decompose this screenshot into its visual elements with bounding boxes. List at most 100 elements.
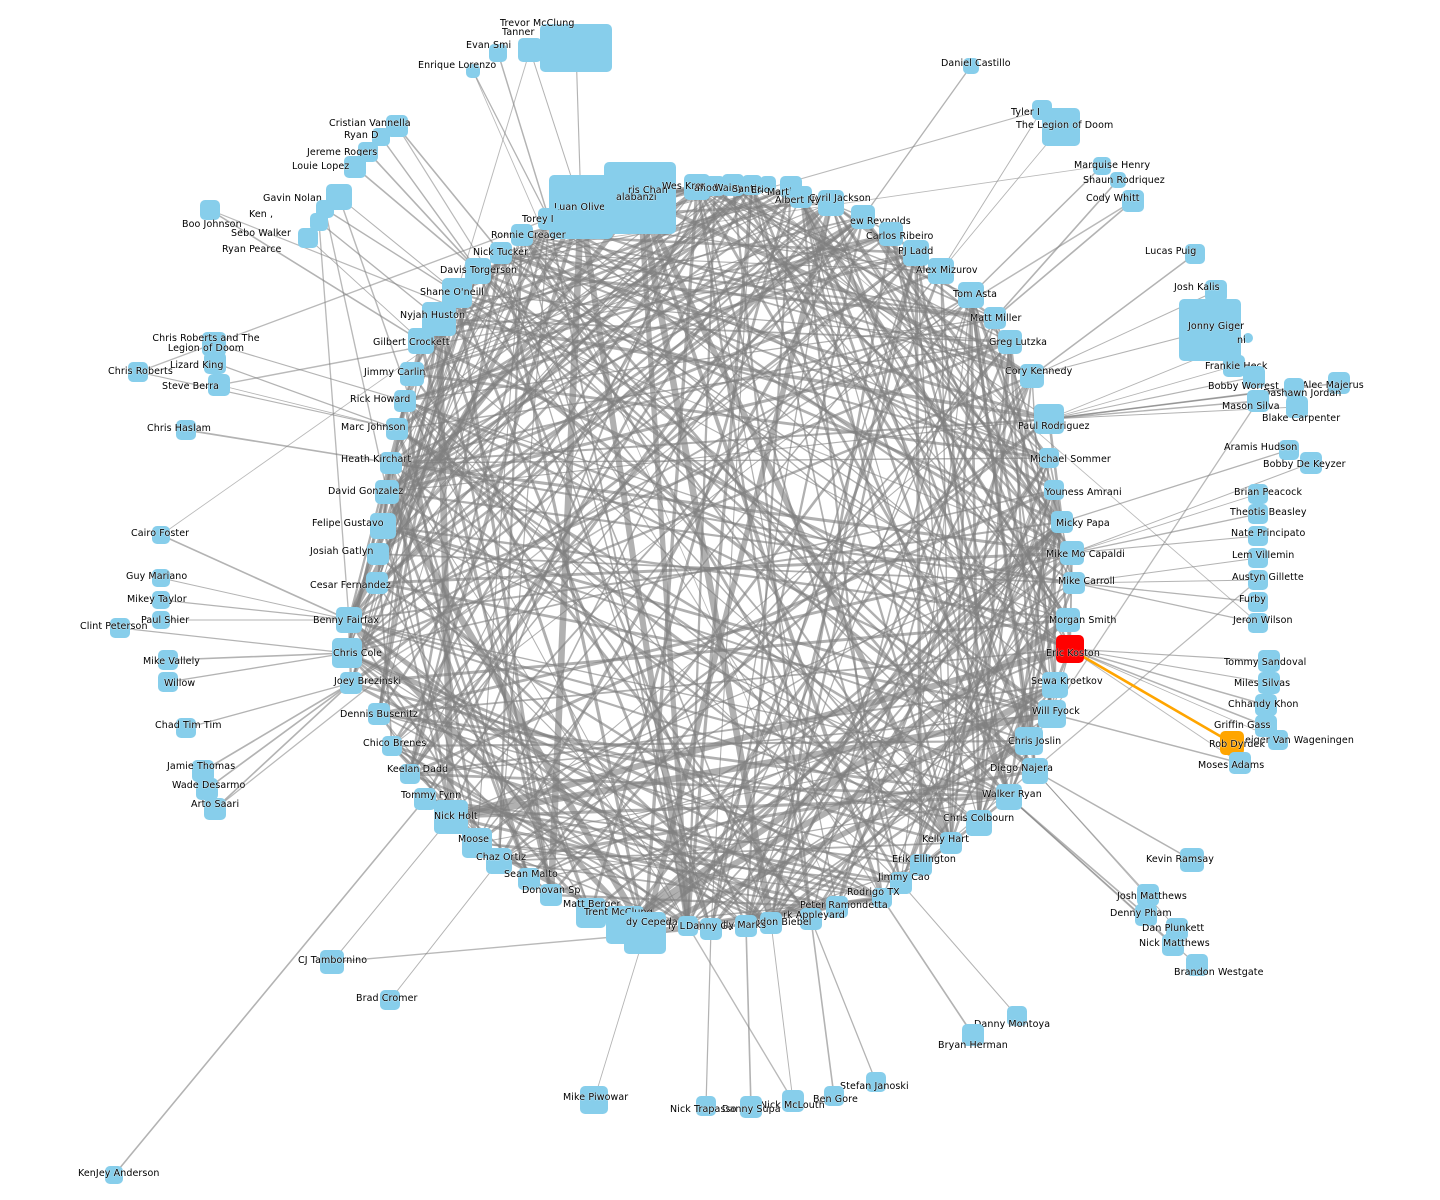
graph-node[interactable] [580, 1086, 608, 1114]
graph-node[interactable] [1056, 608, 1080, 632]
graph-node[interactable] [152, 591, 170, 609]
graph-node[interactable] [176, 420, 196, 440]
graph-node[interactable] [152, 569, 170, 587]
graph-node[interactable] [490, 242, 512, 264]
graph-node[interactable] [1284, 378, 1304, 398]
graph-node[interactable] [735, 915, 757, 937]
graph-node[interactable] [489, 44, 507, 62]
graph-node[interactable] [851, 205, 875, 229]
graph-node[interactable] [1056, 635, 1084, 663]
graph-node[interactable] [879, 222, 903, 246]
graph-node[interactable] [105, 1166, 123, 1184]
graph-node[interactable] [696, 1096, 716, 1116]
graph-node[interactable] [1229, 752, 1251, 774]
graph-node[interactable] [576, 898, 606, 928]
graph-node[interactable] [962, 1024, 984, 1046]
graph-node[interactable] [903, 240, 929, 266]
graph-node[interactable] [158, 650, 178, 670]
graph-node[interactable] [200, 200, 220, 220]
graph-node[interactable] [700, 918, 722, 940]
graph-node[interactable] [367, 543, 389, 565]
graph-node[interactable] [1015, 727, 1043, 755]
graph-node[interactable] [540, 884, 562, 906]
graph-node[interactable] [1180, 848, 1204, 872]
graph-node[interactable] [1223, 355, 1245, 377]
graph-node[interactable] [872, 888, 892, 908]
graph-node[interactable] [414, 788, 436, 810]
graph-node[interactable] [408, 328, 434, 354]
graph-node[interactable] [790, 186, 812, 208]
graph-node[interactable] [368, 703, 390, 725]
graph-node[interactable] [394, 390, 416, 412]
graph-node[interactable] [1122, 190, 1144, 212]
graph-node[interactable] [372, 128, 390, 146]
graph-node[interactable] [1279, 440, 1299, 460]
graph-node[interactable] [1328, 372, 1350, 394]
graph-node[interactable] [890, 872, 912, 894]
graph-node[interactable] [370, 513, 396, 539]
graph-node[interactable] [1034, 404, 1064, 434]
graph-node[interactable] [1042, 108, 1080, 146]
graph-node[interactable] [366, 572, 388, 594]
graph-node[interactable] [966, 810, 992, 836]
graph-node[interactable] [996, 784, 1022, 810]
graph-node[interactable] [152, 526, 170, 544]
graph-node[interactable] [1186, 954, 1208, 976]
graph-node[interactable] [1247, 390, 1269, 412]
graph-node[interactable] [1042, 672, 1068, 698]
graph-node[interactable] [1268, 730, 1288, 750]
graph-node[interactable] [486, 848, 512, 874]
graph-node[interactable] [1093, 157, 1111, 175]
graph-node[interactable] [826, 896, 848, 918]
graph-node[interactable] [1135, 904, 1157, 926]
graph-node[interactable] [1243, 366, 1265, 388]
graph-node[interactable] [678, 916, 698, 936]
graph-node[interactable] [540, 24, 612, 72]
graph-node[interactable] [940, 832, 962, 854]
graph-node[interactable] [538, 208, 560, 230]
graph-node[interactable] [1248, 592, 1268, 612]
graph-node[interactable] [1038, 700, 1066, 728]
graph-node[interactable] [722, 174, 744, 196]
graph-node[interactable] [208, 374, 230, 396]
graph-node[interactable] [332, 638, 362, 668]
graph-node[interactable] [818, 190, 844, 216]
graph-node[interactable] [1248, 570, 1268, 590]
graph-node[interactable] [1248, 484, 1268, 504]
graph-node[interactable] [824, 1086, 844, 1106]
graph-node[interactable] [518, 38, 542, 62]
graph-node[interactable] [1258, 672, 1280, 694]
graph-node[interactable] [1185, 244, 1205, 264]
graph-node[interactable] [320, 950, 344, 974]
graph-node[interactable] [434, 800, 468, 834]
graph-node[interactable] [466, 64, 480, 78]
graph-node[interactable] [1255, 694, 1277, 716]
graph-node[interactable] [1286, 396, 1308, 418]
graph-node[interactable] [310, 213, 328, 231]
graph-node[interactable] [1220, 731, 1244, 755]
graph-node[interactable] [344, 156, 366, 178]
graph-node[interactable] [705, 176, 725, 196]
graph-node[interactable] [1248, 548, 1268, 568]
graph-node[interactable] [998, 330, 1022, 354]
graph-node[interactable] [963, 58, 979, 74]
graph-node[interactable] [511, 224, 533, 246]
graph-node[interactable] [1110, 172, 1126, 188]
graph-node[interactable] [375, 480, 399, 504]
graph-node[interactable] [1162, 934, 1184, 956]
graph-node[interactable] [400, 362, 424, 386]
graph-node[interactable] [336, 607, 362, 633]
graph-node[interactable] [782, 1090, 804, 1112]
graph-node[interactable] [1007, 1006, 1027, 1026]
graph-node[interactable] [204, 798, 226, 820]
graph-node[interactable] [1063, 572, 1085, 594]
graph-node[interactable] [1044, 480, 1064, 500]
graph-node[interactable] [1051, 511, 1073, 533]
graph-node[interactable] [1243, 333, 1253, 343]
graph-node[interactable] [624, 912, 666, 954]
graph-node[interactable] [1137, 884, 1159, 906]
graph-node[interactable] [386, 115, 408, 137]
graph-node[interactable] [1248, 504, 1268, 524]
graph-node[interactable] [866, 1072, 886, 1092]
